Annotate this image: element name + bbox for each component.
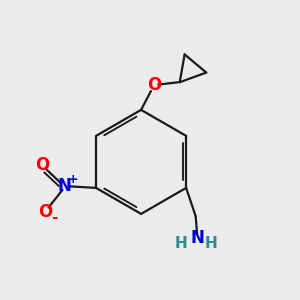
Text: N: N <box>190 230 204 247</box>
Text: O: O <box>35 156 50 174</box>
Text: O: O <box>38 203 52 221</box>
Text: H: H <box>205 236 218 251</box>
Text: -: - <box>51 209 58 224</box>
Text: N: N <box>58 177 72 195</box>
Text: +: + <box>68 173 79 186</box>
Text: H: H <box>174 236 187 251</box>
Text: O: O <box>147 76 162 94</box>
